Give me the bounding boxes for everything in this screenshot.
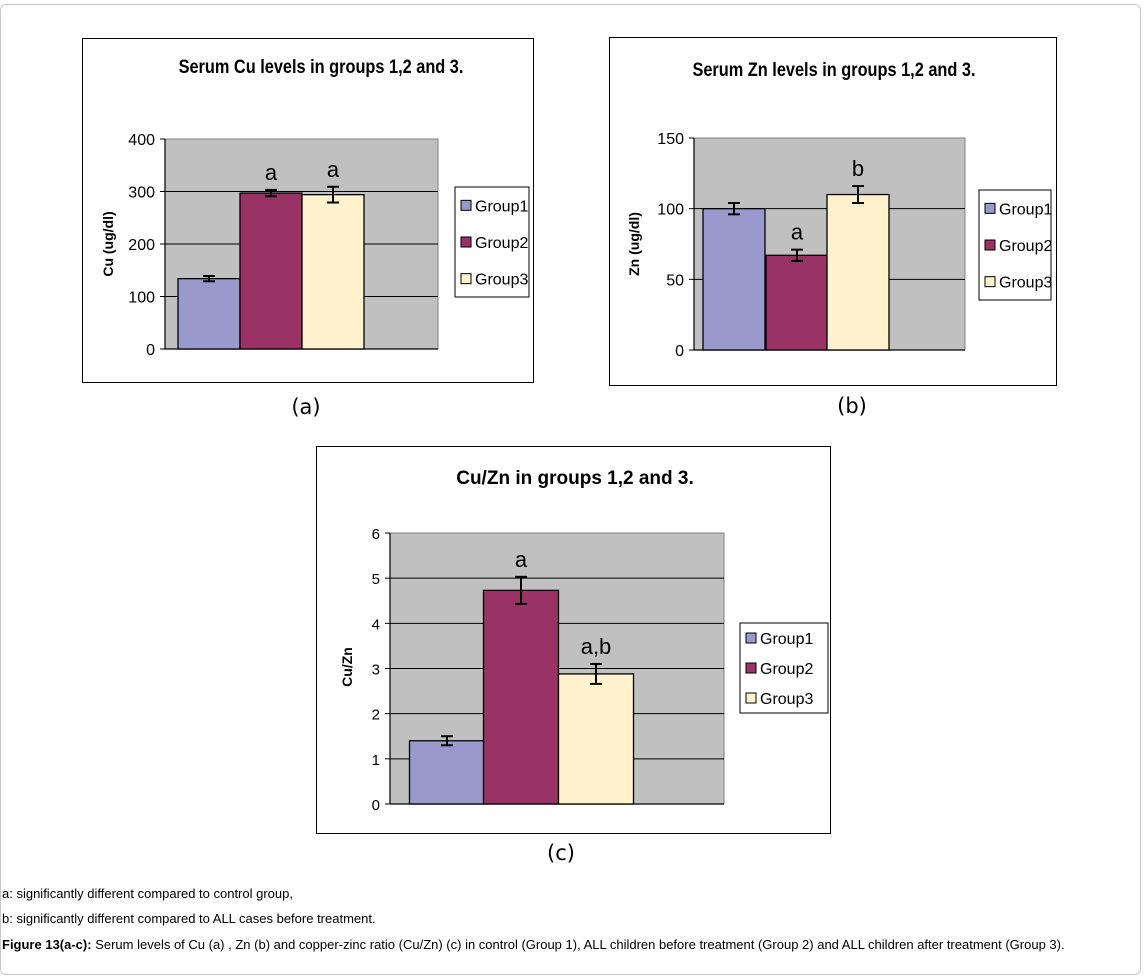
bar-group1	[408, 740, 486, 805]
legend-label: Group1	[475, 198, 528, 215]
y-tick-label: 4	[372, 616, 380, 633]
bar-group3	[557, 673, 635, 805]
legend-label: Group1	[760, 631, 813, 648]
legend-label: Group3	[475, 272, 528, 289]
y-tick-label: 3	[372, 662, 380, 679]
legend-swatch	[745, 632, 757, 644]
legend-label: Group3	[999, 275, 1052, 292]
y-tick-label: 0	[372, 797, 380, 814]
significance-label: b	[852, 156, 864, 181]
chart-zn-panel: Serum Zn levels in groups 1,2 and 3. 0 50 1…	[609, 37, 1057, 386]
y-tick-label: 100	[657, 202, 684, 219]
legend-swatch	[460, 236, 472, 248]
bar-group3	[826, 193, 890, 351]
legend-swatch	[984, 202, 996, 214]
caption-label: Figure 13(a-c):	[2, 937, 92, 952]
legend-swatch	[984, 276, 996, 288]
chart-zn: Serum Zn levels in groups 1,2 and 3. 0 50 1…	[626, 59, 1052, 360]
legend-swatch	[460, 273, 472, 285]
y-tick-label: 5	[372, 571, 380, 588]
legend-swatch	[745, 692, 757, 704]
figure-frame	[0, 4, 1141, 975]
significance-label: a	[515, 547, 528, 572]
sublabel-c: (c)	[547, 841, 575, 865]
significance-label: a	[265, 160, 278, 185]
y-tick-label: 50	[666, 272, 684, 289]
legend-label: Group2	[760, 661, 813, 678]
y-tick-label: 0	[146, 342, 155, 359]
sublabel-b: (b)	[837, 394, 867, 418]
bar-group2	[482, 589, 560, 805]
y-tick-label: 0	[675, 343, 684, 360]
caption-text: Serum levels of Cu (a) , Zn (b) and copp…	[91, 937, 1065, 952]
legend-label: Group3	[760, 691, 813, 708]
figure-caption: Figure 13(a-c): Serum levels of Cu (a) ,…	[2, 936, 1142, 953]
y-tick-label: 300	[128, 185, 155, 202]
y-tick-label: 2	[372, 707, 380, 724]
legend-label: Group1	[999, 201, 1052, 218]
y-tick-label: 100	[128, 290, 155, 307]
legend-swatch	[745, 662, 757, 674]
bar-group2	[239, 192, 303, 350]
y-axis-label: Cu (ug/dl)	[100, 211, 116, 276]
chart-title: Serum Cu levels in groups 1,2 and 3.	[179, 56, 464, 77]
bar-group1	[702, 208, 766, 351]
sublabel-a: (a)	[291, 395, 321, 419]
y-axis-label: Cu/Zn	[339, 647, 355, 687]
y-tick-label: 150	[657, 131, 684, 148]
chart-title: Cu/Zn in groups 1,2 and 3.	[456, 468, 694, 489]
chart-title: Serum Zn levels in groups 1,2 and 3.	[692, 59, 975, 80]
chart-cu: Serum Cu levels in groups 1,2 and 3. 0 100…	[100, 56, 530, 359]
footnote-b: b: significantly different compared to A…	[2, 911, 376, 926]
chart-cu-panel: Serum Cu levels in groups 1,2 and 3. 0 100…	[82, 38, 534, 383]
bar-group1	[177, 277, 241, 350]
footnote-a: a: significantly different compared to c…	[2, 886, 293, 901]
y-tick-label: 400	[128, 132, 155, 149]
y-tick-label: 6	[372, 526, 380, 543]
y-axis-label: Zn (ug/dl)	[626, 212, 642, 276]
y-tick-label: 200	[128, 237, 155, 254]
y-tick-label: 1	[372, 752, 380, 769]
bar-group2	[765, 254, 829, 351]
legend-label: Group2	[999, 238, 1052, 255]
chart-cuzn-panel: Cu/Zn in groups 1,2 and 3. 0 1 2 3 4 5 6 Cu/Zn a a…	[316, 446, 831, 834]
significance-label: a,b	[581, 634, 612, 659]
legend-label: Group2	[475, 235, 528, 252]
chart-cuzn: Cu/Zn in groups 1,2 and 3. 0 1 2 3 4 5 6 Cu/Zn a a…	[339, 468, 829, 814]
legend-swatch	[984, 239, 996, 251]
bar-group3	[301, 193, 365, 350]
significance-label: a	[791, 220, 804, 245]
legend-swatch	[460, 199, 472, 211]
significance-label: a	[327, 157, 340, 182]
